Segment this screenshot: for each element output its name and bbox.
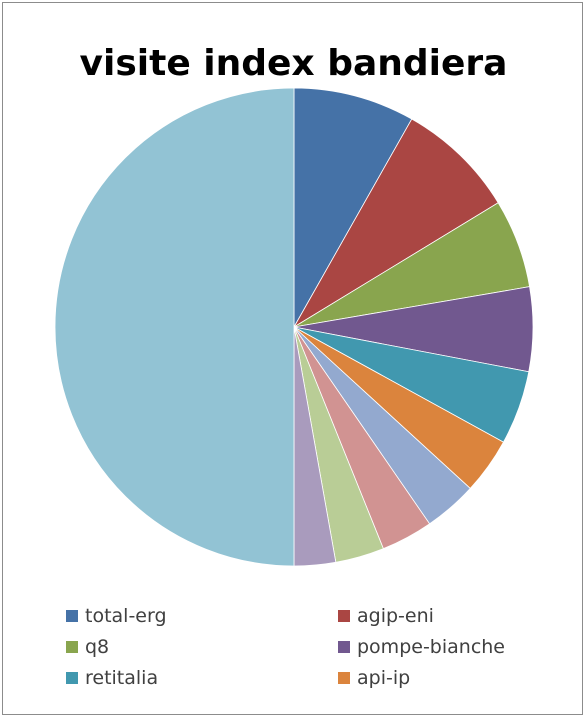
pie-slice-total-erg <box>293 87 413 329</box>
legend-swatch <box>338 610 350 622</box>
legend-swatch <box>338 641 350 653</box>
legend-swatch <box>66 610 78 622</box>
legend-item-retitalia: retitalia <box>66 665 338 691</box>
legend-label: pompe-bianche <box>357 636 506 658</box>
legend-swatch <box>338 672 350 684</box>
legend-item-q8: q8 <box>66 634 338 660</box>
legend-item-total-erg: total-erg <box>66 603 338 629</box>
legend-label: api-ip <box>357 667 411 689</box>
legend-item-agip-eni: agip-eni <box>338 603 566 629</box>
chart-legend: total-erg agip-eni q8 pompe-bianche retitali… <box>66 603 566 691</box>
legend-item-pompe-bianche: pompe-bianche <box>338 634 566 660</box>
legend-item-api-ip: api-ip <box>338 665 566 691</box>
legend-label: agip-eni <box>357 605 434 627</box>
pie-slice-series-11 <box>54 87 295 567</box>
chart-title: visite index bandiera <box>79 43 508 84</box>
legend-label: total-erg <box>85 605 167 627</box>
legend-swatch <box>66 641 78 653</box>
legend-label: retitalia <box>85 667 159 689</box>
pie-slice-agip-eni <box>292 118 499 329</box>
legend-label: q8 <box>85 636 110 658</box>
legend-swatch <box>66 672 78 684</box>
